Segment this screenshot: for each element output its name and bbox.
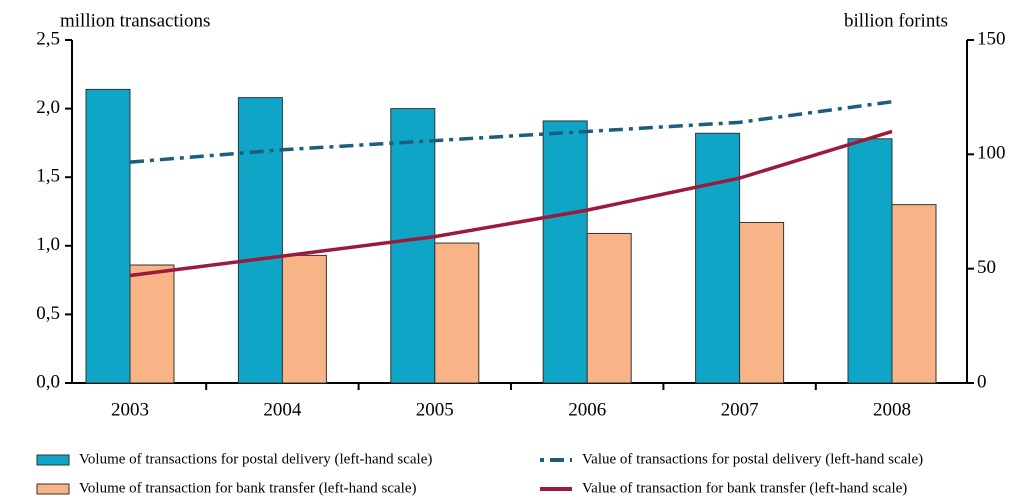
legend-label: Volume of transactions for postal delive… (79, 451, 432, 467)
y-tick-label: 1,5 (36, 166, 60, 187)
y-tick-label: 2,0 (36, 97, 60, 118)
y-tick-label: 1,0 (36, 234, 60, 255)
x-tick-label: 2005 (416, 399, 454, 420)
legend-label: Value of transaction for bank transfer (… (582, 480, 907, 496)
y2-tick-label: 100 (977, 143, 1006, 164)
bar (847, 138, 893, 384)
x-tick-label: 2006 (568, 399, 606, 420)
bar (739, 221, 785, 384)
bar (434, 242, 480, 384)
y2-axis-label: billion forints (844, 10, 948, 31)
x-tick-label: 2008 (873, 399, 911, 420)
y-axis-label: million transactions (60, 10, 210, 31)
bar (85, 88, 131, 384)
x-tick-label: 2004 (263, 399, 302, 420)
legend-swatch (36, 454, 70, 466)
x-tick-label: 2003 (111, 399, 149, 420)
bar (586, 232, 632, 384)
line (129, 129, 893, 278)
legend-label: Value of transactions for postal deliver… (582, 451, 923, 467)
y2-tick-label: 150 (977, 28, 1006, 49)
bar (281, 254, 327, 384)
bar (695, 132, 741, 384)
bar (891, 204, 937, 384)
legend-swatch (36, 483, 70, 495)
legend-label: Volume of transaction for bank transfer … (79, 480, 417, 496)
x-tick-label: 2007 (721, 399, 759, 420)
y2-tick-label: 50 (977, 257, 996, 278)
y-tick-label: 2,5 (36, 28, 60, 49)
y-tick-label: 0,0 (36, 371, 60, 392)
line (129, 100, 893, 164)
y-tick-label: 0,5 (36, 303, 60, 324)
y2-tick-label: 0 (977, 371, 987, 392)
bar (237, 97, 283, 384)
bar (129, 264, 175, 384)
bar (542, 120, 588, 384)
bar (390, 108, 436, 384)
